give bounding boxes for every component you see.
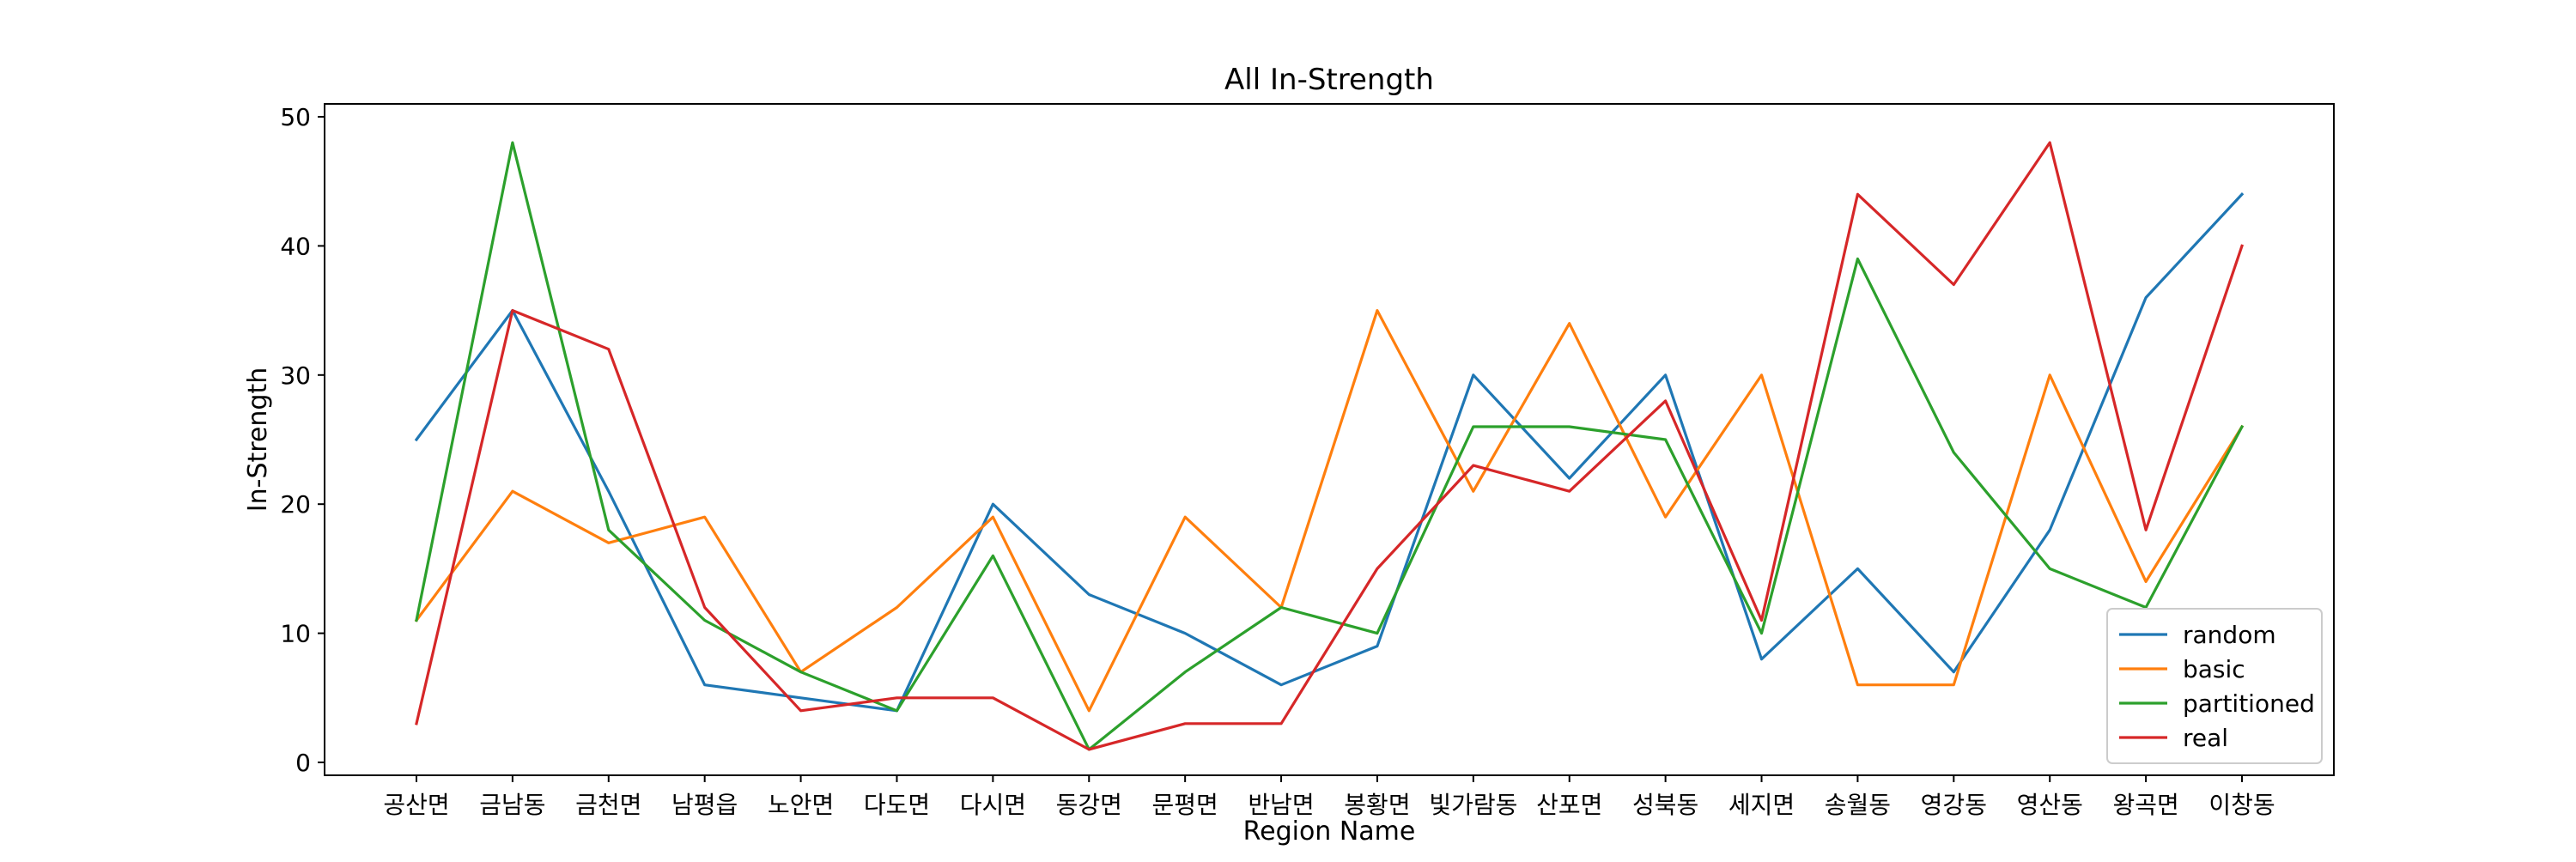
- x-tick-label: 산포면: [1536, 791, 1602, 819]
- x-tick-label: 동강면: [1056, 791, 1122, 819]
- x-tick-label: 송월동: [1825, 791, 1891, 819]
- x-tick-label: 왕곡면: [2112, 791, 2178, 819]
- y-tick-label: 40: [280, 232, 311, 260]
- x-tick-label: 금남동: [479, 791, 545, 819]
- x-tick-label: 성북동: [1632, 791, 1698, 819]
- x-tick-label: 빛가람동: [1429, 791, 1517, 819]
- x-tick-label: 영강동: [1921, 791, 1987, 819]
- y-tick-label: 10: [280, 620, 311, 648]
- x-tick-label: 문평면: [1152, 791, 1218, 819]
- series-line-real: [415, 141, 2245, 751]
- series-line-random: [414, 192, 2245, 713]
- x-tick-label: 봉황면: [1344, 791, 1410, 819]
- series-line-basic: [414, 309, 2245, 713]
- plot-area: [414, 141, 2245, 751]
- legend-label-random: random: [2183, 621, 2276, 649]
- x-tick-label: 다도면: [864, 791, 930, 819]
- legend-label-basic: basic: [2183, 655, 2245, 683]
- legend-box: [2106, 608, 2323, 764]
- y-tick-label: 30: [280, 361, 311, 390]
- legend: random basic partitioned real: [2106, 608, 2323, 764]
- x-tick-label: 세지면: [1728, 791, 1795, 819]
- x-tick-label: 공산면: [383, 791, 449, 819]
- legend-label-partitioned: partitioned: [2183, 689, 2315, 718]
- x-tick-label: 이창동: [2208, 791, 2275, 819]
- legend-label-real: real: [2183, 724, 2228, 752]
- y-axis-label: In-Strength: [243, 367, 273, 512]
- x-tick-label: 노안면: [768, 791, 834, 819]
- x-tick-label: 반남면: [1248, 791, 1314, 819]
- series-line-partitioned: [415, 141, 2245, 751]
- y-tick-label: 0: [295, 749, 311, 777]
- x-tick-label: 다시면: [960, 791, 1026, 819]
- chart-title: All In-Strength: [1224, 63, 1434, 97]
- y-tick-label: 20: [280, 490, 311, 519]
- x-tick-label: 금천면: [575, 791, 641, 819]
- x-tick-label: 영산동: [2017, 791, 2083, 819]
- x-tick-label: 남평읍: [671, 791, 738, 819]
- x-axis-label: Region Name: [1243, 816, 1416, 847]
- y-axis-ticks: 0 10 20 30 40 50: [280, 103, 325, 777]
- x-axis-ticks: 공산면 금남동 금천면 남평읍 노안면 다도면 다시면 동강면 문평면 반남면 봉황면 빛가람동 산포면…: [383, 775, 2275, 819]
- plot-frame: [324, 103, 2335, 776]
- y-tick-label: 50: [280, 103, 311, 131]
